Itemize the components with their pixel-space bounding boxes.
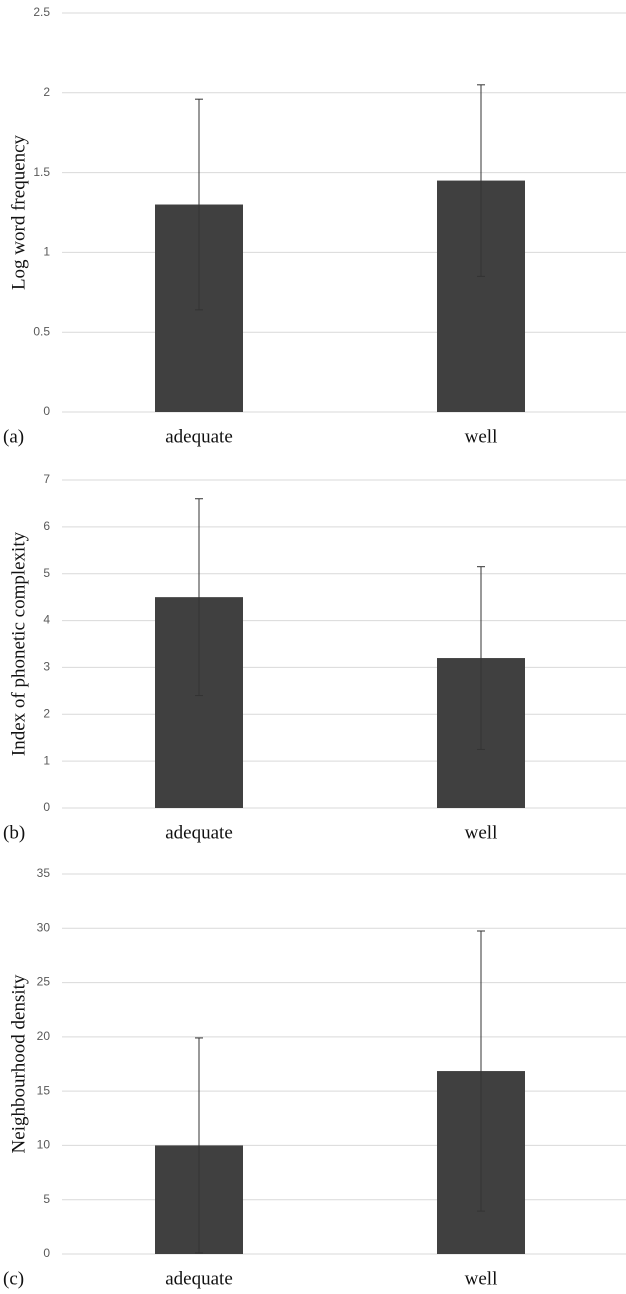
- error-bar: [477, 930, 485, 1212]
- y-tick-label: 25: [37, 975, 51, 989]
- error-bar: [195, 98, 203, 311]
- panel-label: (c): [3, 1268, 24, 1289]
- error-bar: [195, 1037, 203, 1254]
- panel-label: (a): [3, 426, 24, 447]
- y-tick-label: 4: [43, 613, 50, 627]
- y-axis-label: Index of phonetic complexity: [8, 531, 29, 756]
- y-tick-label: 5: [43, 566, 50, 580]
- y-tick-label: 1.5: [33, 165, 50, 179]
- y-tick-label: 30: [37, 920, 51, 934]
- y-tick-label: 6: [43, 519, 50, 533]
- y-tick-label: 7: [43, 472, 50, 486]
- y-tick-label: 3: [43, 660, 50, 674]
- error-bar: [477, 566, 485, 750]
- x-tick-label: adequate: [165, 822, 233, 843]
- y-tick-label: 1: [43, 245, 50, 259]
- y-axis-label: Log word frequency: [8, 134, 29, 290]
- y-tick-label: 2: [43, 85, 50, 99]
- y-tick-label: 10: [37, 1138, 51, 1152]
- y-tick-label: 15: [37, 1083, 51, 1097]
- x-tick-label: well: [465, 1268, 498, 1289]
- y-tick-label: 0: [43, 800, 50, 814]
- y-axis-label: Neighbourhood density: [8, 974, 29, 1153]
- y-tick-label: 20: [37, 1029, 51, 1043]
- y-tick-label: 2.5: [33, 5, 50, 19]
- y-tick-label: 0.5: [33, 324, 50, 338]
- panel-label: (b): [3, 822, 25, 843]
- error-bar: [477, 84, 485, 277]
- x-tick-label: well: [465, 426, 498, 447]
- y-tick-label: 35: [37, 866, 51, 880]
- x-tick-label: well: [465, 822, 498, 843]
- y-tick-label: 1: [43, 753, 50, 767]
- y-tick-label: 0: [43, 1246, 50, 1260]
- x-tick-label: adequate: [165, 1268, 233, 1289]
- y-tick-label: 5: [43, 1192, 50, 1206]
- error-bar: [195, 498, 203, 697]
- y-tick-label: 0: [43, 404, 50, 418]
- x-tick-label: adequate: [165, 426, 233, 447]
- y-tick-label: 2: [43, 706, 50, 720]
